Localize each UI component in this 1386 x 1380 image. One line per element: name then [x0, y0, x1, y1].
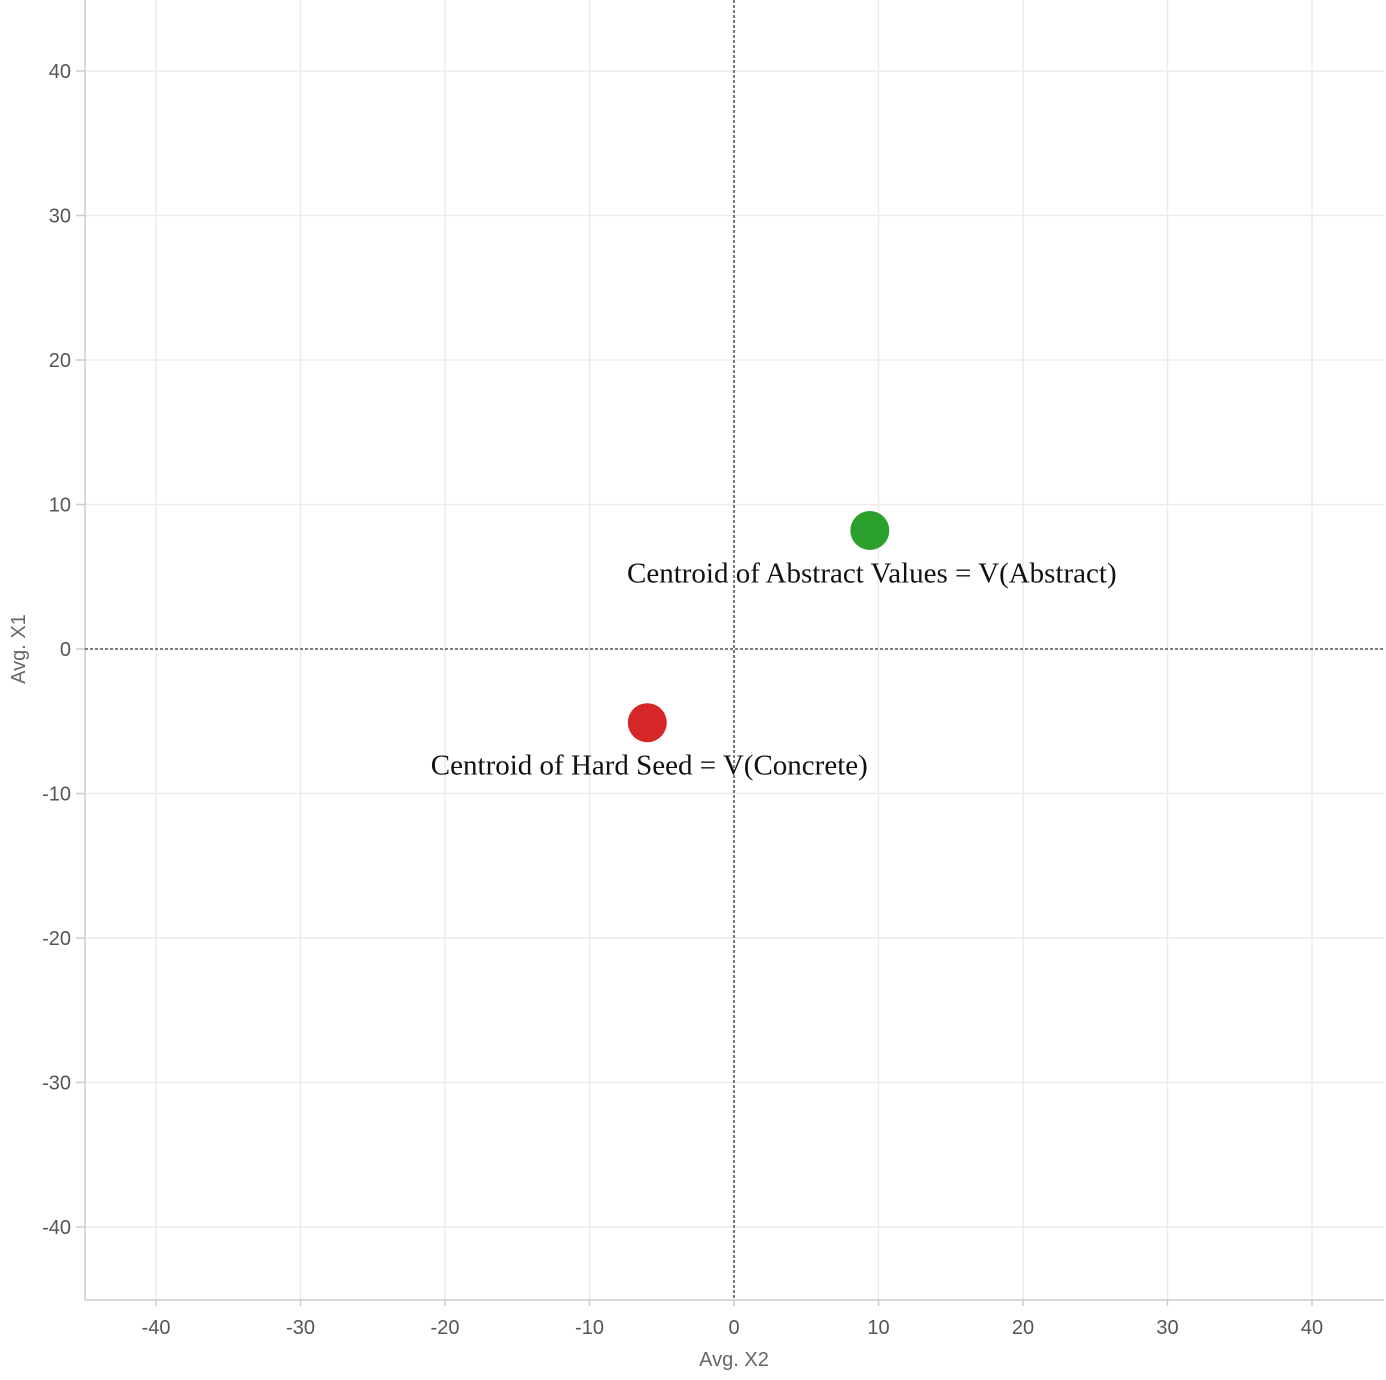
data-points: [627, 511, 890, 743]
x-tick-label: -20: [431, 1317, 460, 1339]
y-axis-ticks: 40 30 20 10 0 -10 -20 -30 -40: [42, 61, 85, 1239]
y-tick-label: 40: [49, 61, 71, 83]
y-tick-label: -30: [42, 1073, 71, 1095]
y-tick-label: 20: [49, 350, 71, 372]
x-axis-title: Avg. X2: [699, 1349, 769, 1371]
y-axis-title: Avg. X1: [8, 614, 30, 684]
x-tick-label: -30: [286, 1317, 315, 1339]
point-annotation: Centroid of Abstract Values = V(Abstract…: [627, 558, 1117, 590]
point-annotation: Centroid of Hard Seed = V(Concrete): [431, 750, 868, 782]
y-tick-label: 30: [49, 206, 71, 228]
y-tick-label: -10: [42, 784, 71, 806]
x-tick-label: -40: [142, 1317, 171, 1339]
y-tick-label: 0: [60, 639, 71, 661]
x-tick-label: 30: [1156, 1317, 1178, 1339]
x-tick-label: 20: [1012, 1317, 1034, 1339]
y-tick-label: -20: [42, 928, 71, 950]
y-tick-label: -40: [42, 1217, 71, 1239]
reference-lines: [85, 0, 1384, 1300]
x-tick-label: -10: [575, 1317, 604, 1339]
data-point: [850, 511, 890, 551]
x-axis-ticks: -40 -30 -20 -10 0 10 20 30 40: [142, 1300, 1323, 1339]
x-tick-label: 40: [1301, 1317, 1323, 1339]
data-point: [627, 703, 667, 743]
x-tick-label: 0: [728, 1317, 739, 1339]
point-labels: Centroid of Abstract Values = V(Abstract…: [431, 558, 1117, 782]
x-tick-label: 10: [867, 1317, 889, 1339]
y-tick-label: 10: [49, 495, 71, 517]
